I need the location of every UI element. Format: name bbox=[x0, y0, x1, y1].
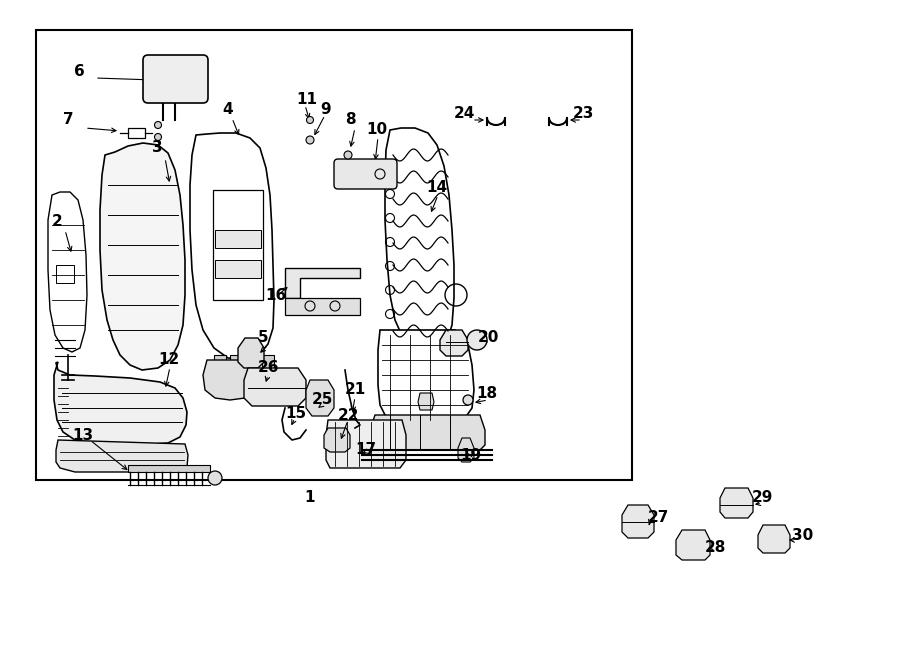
Text: 25: 25 bbox=[312, 393, 333, 407]
Text: 27: 27 bbox=[648, 510, 670, 525]
Text: 16: 16 bbox=[265, 288, 286, 303]
Ellipse shape bbox=[155, 122, 161, 128]
Text: 4: 4 bbox=[222, 102, 232, 118]
Text: 22: 22 bbox=[338, 407, 359, 422]
Text: 23: 23 bbox=[573, 106, 594, 120]
Text: 5: 5 bbox=[258, 330, 268, 346]
Polygon shape bbox=[385, 128, 454, 352]
Text: 30: 30 bbox=[792, 529, 814, 543]
Text: 13: 13 bbox=[72, 428, 93, 442]
Ellipse shape bbox=[306, 136, 314, 144]
Text: 28: 28 bbox=[705, 541, 726, 555]
Polygon shape bbox=[418, 393, 434, 410]
Polygon shape bbox=[622, 505, 654, 538]
Bar bbox=[215, 230, 261, 248]
Ellipse shape bbox=[208, 471, 222, 485]
Polygon shape bbox=[54, 362, 187, 445]
Text: 17: 17 bbox=[355, 442, 376, 457]
Polygon shape bbox=[326, 420, 406, 468]
Bar bbox=[215, 260, 261, 278]
FancyBboxPatch shape bbox=[334, 159, 397, 189]
Polygon shape bbox=[246, 355, 258, 372]
Ellipse shape bbox=[307, 116, 313, 124]
FancyBboxPatch shape bbox=[143, 55, 208, 103]
Polygon shape bbox=[128, 465, 210, 472]
Text: 1: 1 bbox=[305, 490, 315, 506]
Text: 12: 12 bbox=[158, 352, 179, 368]
Polygon shape bbox=[378, 330, 474, 422]
Ellipse shape bbox=[467, 330, 487, 350]
Polygon shape bbox=[285, 298, 360, 315]
Text: 2: 2 bbox=[52, 215, 63, 229]
Ellipse shape bbox=[344, 151, 352, 159]
Ellipse shape bbox=[155, 134, 161, 141]
Text: 21: 21 bbox=[345, 383, 366, 397]
Polygon shape bbox=[48, 192, 87, 352]
Ellipse shape bbox=[463, 395, 473, 405]
Text: 26: 26 bbox=[258, 360, 280, 375]
Polygon shape bbox=[230, 355, 242, 372]
Polygon shape bbox=[238, 338, 264, 368]
Polygon shape bbox=[100, 143, 185, 370]
Text: 7: 7 bbox=[63, 112, 74, 128]
Polygon shape bbox=[244, 368, 306, 406]
Polygon shape bbox=[720, 488, 753, 518]
Text: 19: 19 bbox=[460, 447, 482, 463]
Text: 20: 20 bbox=[478, 330, 500, 346]
Text: 15: 15 bbox=[285, 405, 306, 420]
Text: 24: 24 bbox=[454, 106, 475, 120]
Polygon shape bbox=[190, 133, 274, 360]
Polygon shape bbox=[203, 360, 258, 400]
Text: 6: 6 bbox=[74, 65, 85, 79]
Polygon shape bbox=[306, 380, 334, 416]
Polygon shape bbox=[285, 268, 360, 298]
Text: 29: 29 bbox=[752, 490, 773, 506]
Text: 3: 3 bbox=[152, 141, 163, 155]
Bar bbox=[56, 265, 74, 283]
Bar bbox=[213, 190, 263, 300]
Bar bbox=[36, 30, 632, 480]
Text: 18: 18 bbox=[476, 385, 497, 401]
Polygon shape bbox=[56, 440, 188, 472]
Polygon shape bbox=[758, 525, 790, 553]
Text: 9: 9 bbox=[320, 102, 330, 118]
Text: 14: 14 bbox=[426, 180, 447, 196]
Polygon shape bbox=[458, 438, 474, 462]
Polygon shape bbox=[676, 530, 710, 560]
Polygon shape bbox=[324, 428, 350, 452]
Text: 11: 11 bbox=[296, 93, 317, 108]
Polygon shape bbox=[214, 355, 226, 372]
Text: 8: 8 bbox=[345, 112, 356, 128]
Polygon shape bbox=[370, 415, 485, 450]
Text: 10: 10 bbox=[366, 122, 387, 137]
Polygon shape bbox=[262, 355, 274, 372]
Polygon shape bbox=[440, 330, 468, 356]
